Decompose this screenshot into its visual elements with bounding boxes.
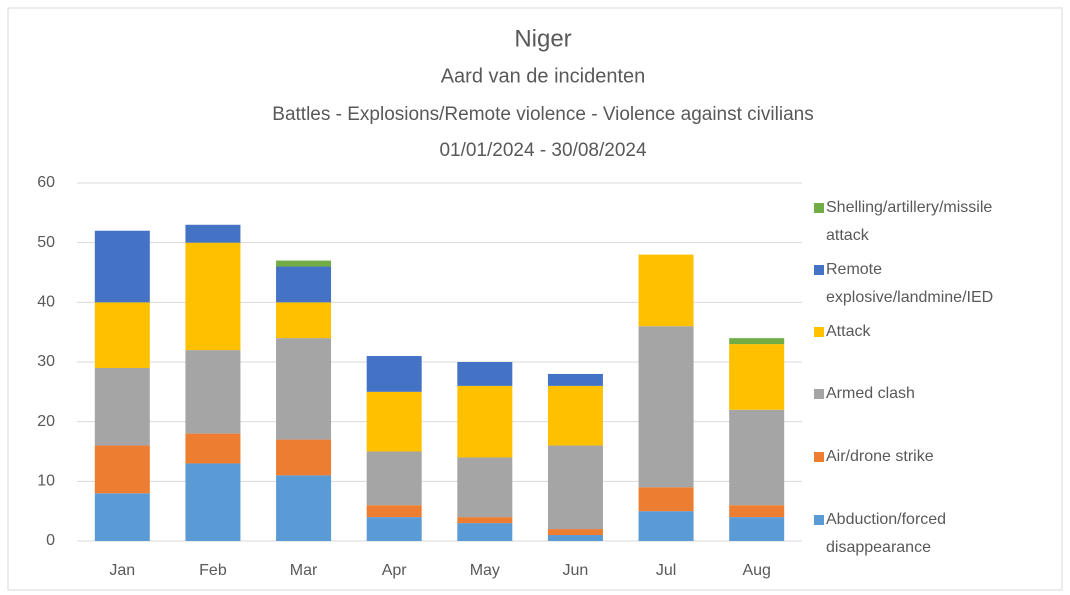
bar-segment: [638, 254, 694, 327]
bar-segment: [457, 517, 513, 524]
bar-segment: [366, 356, 422, 392]
date-range: 01/01/2024 - 30/08/2024: [439, 140, 647, 161]
legend-label: Attack: [826, 323, 871, 340]
legend-swatch: [814, 515, 824, 525]
bar-segment: [94, 493, 150, 541]
bar-segment: [638, 326, 694, 488]
legend-item: Remote explosive/landmine/IED: [814, 256, 1031, 312]
x-tick-label: Jan: [109, 562, 135, 579]
legend-label: Air/drone strike: [826, 448, 934, 465]
bar-segment: [729, 344, 785, 410]
legend-item: Abduction/forced disappearance: [814, 506, 1031, 562]
bar-segment: [366, 517, 422, 541]
bar-segment: [547, 445, 603, 530]
bar-segment: [729, 505, 785, 518]
bar-segment: [457, 523, 513, 541]
bar-segment: [276, 302, 332, 339]
legend-item: Shelling/artillery/missile attack: [814, 194, 1031, 250]
legend-item: Air/drone strike: [814, 443, 1031, 471]
bar-segment: [366, 391, 422, 452]
bar-segment: [547, 535, 603, 541]
legend-swatch: [814, 327, 824, 337]
x-tick-label: Apr: [382, 562, 408, 579]
x-tick-label: Aug: [742, 562, 770, 579]
bar-segment: [366, 505, 422, 518]
bar-segment: [729, 517, 785, 541]
bar-segment: [94, 230, 150, 303]
x-tick-label: Mar: [290, 562, 318, 579]
legend-label: Remote explosive/landmine/IED: [826, 261, 994, 306]
y-tick-label: 30: [37, 353, 55, 370]
bar-segment: [276, 260, 332, 267]
chart-subtitle: Aard van de incidenten: [441, 65, 646, 87]
bar-segment: [366, 451, 422, 506]
legend-item: Attack: [814, 318, 1031, 346]
bar-segment: [729, 338, 785, 345]
legend-item: Armed clash: [814, 380, 1031, 408]
bar-segment: [94, 367, 150, 446]
chart-title: Niger: [514, 25, 571, 52]
bar-segment: [276, 338, 332, 440]
y-tick-label: 60: [37, 174, 55, 191]
y-tick-label: 20: [37, 413, 55, 430]
bar-segment: [94, 302, 150, 368]
bar-segment: [638, 511, 694, 541]
bar-segment: [638, 487, 694, 512]
bar-segment: [185, 463, 241, 541]
x-tick-label: Jun: [563, 562, 589, 579]
bar-segment: [547, 529, 603, 536]
bar-segment: [185, 350, 241, 434]
y-tick-label: 40: [37, 294, 55, 311]
y-tick-label: 0: [46, 532, 55, 549]
bar-segment: [94, 445, 150, 494]
bar-segment: [457, 385, 513, 458]
legend-label: Abduction/forced disappearance: [826, 511, 947, 556]
chart-frame: [7, 7, 1063, 591]
legend-swatch: [814, 265, 824, 275]
x-tick-label: Jul: [656, 562, 676, 579]
bar-segment: [276, 439, 332, 476]
bar-segment: [547, 373, 603, 386]
legend-label: Armed clash: [826, 385, 915, 402]
legend-label: Shelling/artillery/missile attack: [826, 199, 993, 244]
bar-segment: [185, 242, 241, 351]
bar-segment: [185, 224, 241, 243]
bar-segment: [185, 433, 241, 464]
y-tick-label: 10: [37, 473, 55, 490]
bar-segment: [729, 409, 785, 506]
chart-subtitle: Battles - Explosions/Remote violence - V…: [272, 104, 813, 125]
bar-segment: [457, 457, 513, 518]
legend-swatch: [814, 389, 824, 399]
y-tick-label: 50: [37, 234, 55, 251]
x-tick-label: Feb: [199, 562, 227, 579]
legend-swatch: [814, 452, 824, 462]
bar-segment: [276, 475, 332, 541]
bar-segment: [547, 385, 603, 446]
bar-segment: [276, 266, 332, 303]
legend-swatch: [814, 203, 824, 213]
bar-segment: [457, 362, 513, 386]
x-tick-label: May: [470, 562, 500, 579]
